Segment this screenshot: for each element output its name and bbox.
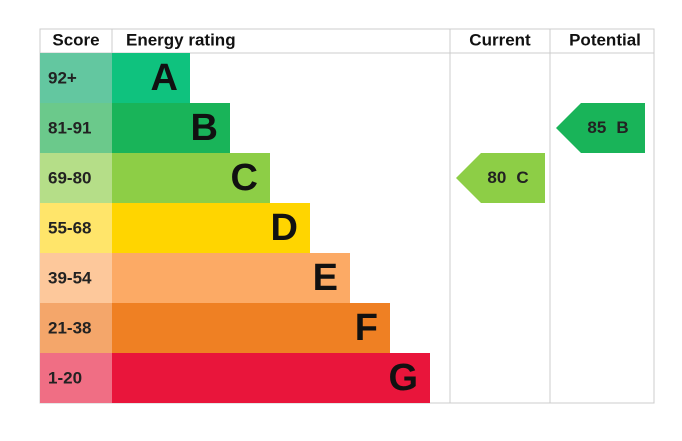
score-label: 1-20 (48, 368, 82, 387)
potential-letter: B (616, 118, 628, 137)
score-cell (40, 203, 112, 253)
header-current: Current (469, 30, 531, 49)
potential-label: 85 B (587, 118, 628, 137)
rating-bar (112, 153, 270, 203)
score-label: 92+ (48, 68, 77, 87)
score-cell (40, 103, 112, 153)
rating-letter: D (271, 207, 298, 249)
rating-letter: C (231, 157, 258, 199)
score-cell (40, 253, 112, 303)
rating-letter: B (191, 107, 218, 149)
rating-bar (112, 303, 390, 353)
rating-letter: F (355, 307, 378, 349)
current-arrow (456, 153, 545, 203)
score-cell (40, 353, 112, 403)
rating-bar (112, 203, 310, 253)
potential-arrow (556, 103, 645, 153)
header-score: Score (52, 30, 99, 49)
rating-letter: G (388, 357, 418, 399)
score-label: 69-80 (48, 168, 91, 187)
rating-bar (112, 53, 190, 103)
score-cell (40, 153, 112, 203)
header-potential: Potential (569, 30, 641, 49)
score-label: 55-68 (48, 218, 91, 237)
current-value: 80 (487, 168, 506, 187)
rating-bar (112, 353, 430, 403)
score-label: 39-54 (48, 268, 92, 287)
rating-bar (112, 103, 230, 153)
score-cell (40, 303, 112, 353)
score-label: 81-91 (48, 118, 91, 137)
potential-value: 85 (587, 118, 606, 137)
score-label: 21-38 (48, 318, 91, 337)
header-rating: Energy rating (126, 30, 236, 49)
rating-bar (112, 253, 350, 303)
current-letter: C (516, 168, 528, 187)
current-label: 80 C (487, 168, 528, 187)
rating-letter: A (151, 57, 178, 99)
score-cell (40, 53, 112, 103)
rating-letter: E (313, 257, 338, 299)
